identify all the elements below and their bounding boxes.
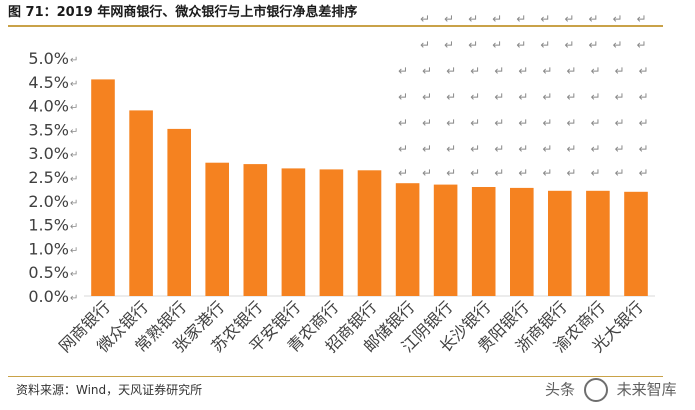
watermark: 头条 未来智库 <box>545 378 677 402</box>
y-tick-label: 3.5% <box>28 120 69 139</box>
title-underline <box>8 25 663 27</box>
y-tick-paragraph-mark: ↵ <box>70 55 78 66</box>
paragraph-marks-row-7: ↵↵↵↵↵↵↵↵↵↵↵ <box>398 166 663 180</box>
paragraph-marks-row-4: ↵↵↵↵↵↵↵↵↵↵↵ <box>398 90 663 104</box>
watermark-left-text: 头条 <box>545 380 576 399</box>
bar-苏农银行 <box>243 164 268 296</box>
bar-邮储银行 <box>395 183 420 296</box>
x-axis-labels: 网商银行微众银行常熟银行张家港行苏农银行平安银行青农商行招商银行邮储银行江阴银行… <box>55 297 647 356</box>
bar-光大银行 <box>624 191 648 296</box>
y-tick-label: 4.5% <box>28 73 69 92</box>
y-axis: 0.0% ↵0.5% ↵1.0% ↵1.5% ↵2.0% ↵2.5% ↵3.0% ↵3.5% ↵… <box>28 49 655 306</box>
bar-常熟银行 <box>167 128 191 296</box>
paragraph-marks-row-6: ↵↵↵↵↵↵↵↵↵↵↵ <box>398 142 663 156</box>
source-note: 资料来源：Wind，天风证券研究所 <box>16 383 203 397</box>
bar-江阴银行 <box>433 184 458 296</box>
y-tick-paragraph-mark: ↵ <box>70 150 78 161</box>
watermark-logo-icon <box>583 378 608 402</box>
bar-招商银行 <box>357 170 382 296</box>
y-tick-paragraph-mark: ↵ <box>70 79 78 90</box>
y-tick-paragraph-mark: ↵ <box>70 174 78 185</box>
y-tick-label: 0.5% <box>28 263 69 282</box>
y-tick-paragraph-mark: ↵ <box>70 293 78 304</box>
bar-平安银行 <box>281 168 306 296</box>
y-tick-paragraph-mark: ↵ <box>70 103 78 114</box>
paragraph-marks-row-5: ↵↵↵↵↵↵↵↵↵↵↵ <box>398 116 663 130</box>
y-tick-label: 1.0% <box>28 239 69 258</box>
bar-渝农商行 <box>586 190 610 296</box>
y-tick-label: 0.0% <box>28 287 69 306</box>
bar-贵阳银行 <box>510 187 534 296</box>
y-tick-label: 2.5% <box>28 168 69 187</box>
y-tick-paragraph-mark: ↵ <box>70 198 78 209</box>
bar-chart: 0.0% ↵0.5% ↵1.0% ↵1.5% ↵2.0% ↵2.5% ↵3.0% ↵3.5% ↵… <box>28 49 655 356</box>
paragraph-marks-row-3: ↵↵↵↵↵↵↵↵↵↵↵ <box>398 64 663 78</box>
y-tick-label: 2.0% <box>28 192 69 211</box>
y-tick-label: 4.0% <box>28 97 69 116</box>
footer-rule <box>8 376 663 377</box>
figure-title: 图 71：2019 年网商银行、微众银行与上市银行净息差排序 <box>8 5 358 20</box>
bar-微众银行 <box>129 110 153 297</box>
y-tick-paragraph-mark: ↵ <box>70 269 78 280</box>
watermark-right-text: 未来智库 <box>616 380 677 399</box>
paragraph-marks-row-2: ↵↵↵↵↵↵↵↵↵↵ <box>420 38 661 52</box>
y-tick-paragraph-mark: ↵ <box>70 245 78 256</box>
bar-张家港行 <box>205 162 229 296</box>
y-tick-label: 5.0% <box>28 49 69 68</box>
y-tick-label: 1.5% <box>28 216 69 235</box>
bar-浙商银行 <box>548 190 572 296</box>
y-tick-label: 3.0% <box>28 144 69 163</box>
bar-青农商行 <box>319 169 344 296</box>
bar-series <box>91 79 648 297</box>
paragraph-marks-row-1: ↵↵↵↵↵↵↵↵↵↵ <box>420 12 661 26</box>
y-tick-paragraph-mark: ↵ <box>70 222 78 233</box>
bar-长沙银行 <box>471 187 496 296</box>
bar-网商银行 <box>91 79 115 297</box>
y-tick-paragraph-mark: ↵ <box>70 126 78 137</box>
